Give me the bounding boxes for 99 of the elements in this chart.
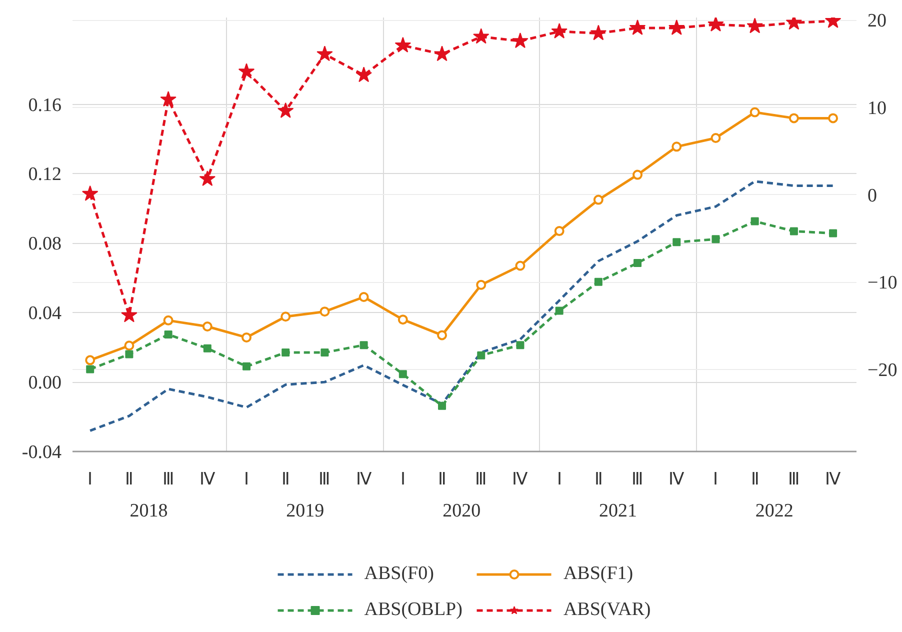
legend-label: ABS(OBLP) (364, 599, 462, 621)
text: 2020 (442, 500, 481, 522)
x-tick-label: Ⅳ (356, 470, 372, 488)
point (788, 113, 799, 124)
point (121, 306, 138, 322)
x-tick-label: Ⅲ (632, 470, 644, 488)
point (125, 350, 134, 358)
point (594, 278, 602, 286)
point (82, 185, 98, 201)
x-tick-label: Ⅳ (668, 470, 685, 488)
point (710, 132, 721, 143)
point (634, 258, 642, 267)
point (672, 142, 682, 152)
point (203, 344, 212, 352)
y-tick-label: 0.08 (28, 234, 62, 255)
legend-label: ABS(VAR) (563, 599, 651, 621)
point (238, 63, 255, 79)
legend-label: ABS(F0) (364, 563, 434, 585)
point (590, 24, 607, 40)
x-tick-label: Ⅳ (825, 470, 842, 488)
point (85, 355, 96, 366)
point (437, 330, 448, 340)
point (750, 107, 760, 118)
point (202, 322, 212, 332)
point (398, 314, 408, 325)
point (473, 28, 490, 44)
point (242, 332, 252, 342)
x-tick-label: Ⅰ (556, 470, 562, 488)
y-tick-label: -0.04 (22, 442, 62, 463)
y2-tick-label: 20 (868, 10, 886, 32)
x-tick-label: Ⅰ (244, 470, 250, 488)
x-tick-label: Ⅱ (438, 470, 446, 488)
point (356, 66, 372, 82)
point (86, 365, 94, 374)
point (515, 260, 526, 271)
point (163, 315, 174, 326)
text: 2018 (130, 500, 168, 522)
point (282, 348, 290, 357)
text: 2021 (598, 500, 637, 522)
x-tick-label: Ⅱ (125, 470, 134, 488)
point (320, 306, 330, 317)
y-tick-label: 0.12 (28, 164, 62, 186)
point (593, 194, 604, 205)
point (476, 280, 486, 290)
point (668, 19, 685, 35)
point (828, 113, 838, 124)
x-tick-label: Ⅰ (713, 470, 718, 488)
point (712, 235, 720, 244)
point (516, 341, 524, 350)
point (280, 312, 291, 322)
x-tick-label: Ⅲ (788, 470, 800, 488)
point (434, 46, 450, 62)
point (199, 170, 216, 186)
y-tick-label: 0.04 (28, 303, 62, 324)
point (124, 340, 134, 351)
text: 2019 (286, 500, 324, 522)
point (360, 341, 368, 350)
point (829, 229, 838, 238)
point (746, 18, 763, 34)
point (632, 170, 643, 180)
text: 2022 (755, 500, 794, 522)
point (512, 32, 528, 48)
x-tick-label: Ⅱ (750, 470, 759, 488)
point (242, 362, 251, 370)
y2-tick-label: −20 (868, 360, 898, 381)
point (320, 348, 329, 357)
y2-tick-label: 0 (868, 185, 877, 206)
x-tick-label: Ⅳ (199, 470, 216, 488)
point (555, 306, 564, 315)
point (278, 102, 294, 118)
x-tick-label: Ⅱ (282, 470, 290, 488)
point (398, 370, 407, 378)
x-tick-label: Ⅱ (594, 470, 602, 488)
x-tick-label: Ⅲ (162, 470, 174, 488)
y-tick-label: 0.16 (28, 94, 62, 116)
point (629, 19, 646, 35)
x-tick-label: Ⅰ (400, 470, 406, 488)
point (554, 226, 564, 236)
point (164, 330, 172, 338)
point (790, 227, 798, 236)
point (160, 91, 176, 107)
point (750, 217, 759, 226)
point (438, 402, 446, 410)
x-tick-label: Ⅳ (512, 470, 528, 488)
x-tick-label: Ⅲ (318, 470, 331, 488)
line-series (88, 180, 834, 432)
point (316, 46, 333, 62)
y2-tick-label: −10 (868, 272, 898, 294)
point (551, 22, 568, 38)
x-tick-label: Ⅰ (88, 470, 93, 488)
y-tick-label: 0.00 (28, 372, 62, 394)
point (394, 36, 412, 52)
y2-tick-label: 10 (868, 98, 886, 119)
point (358, 292, 369, 302)
x-tick-label: Ⅲ (475, 470, 488, 488)
legend-label: ABS(F1) (563, 563, 634, 585)
point (477, 351, 486, 360)
point (708, 18, 724, 32)
point (672, 238, 681, 246)
